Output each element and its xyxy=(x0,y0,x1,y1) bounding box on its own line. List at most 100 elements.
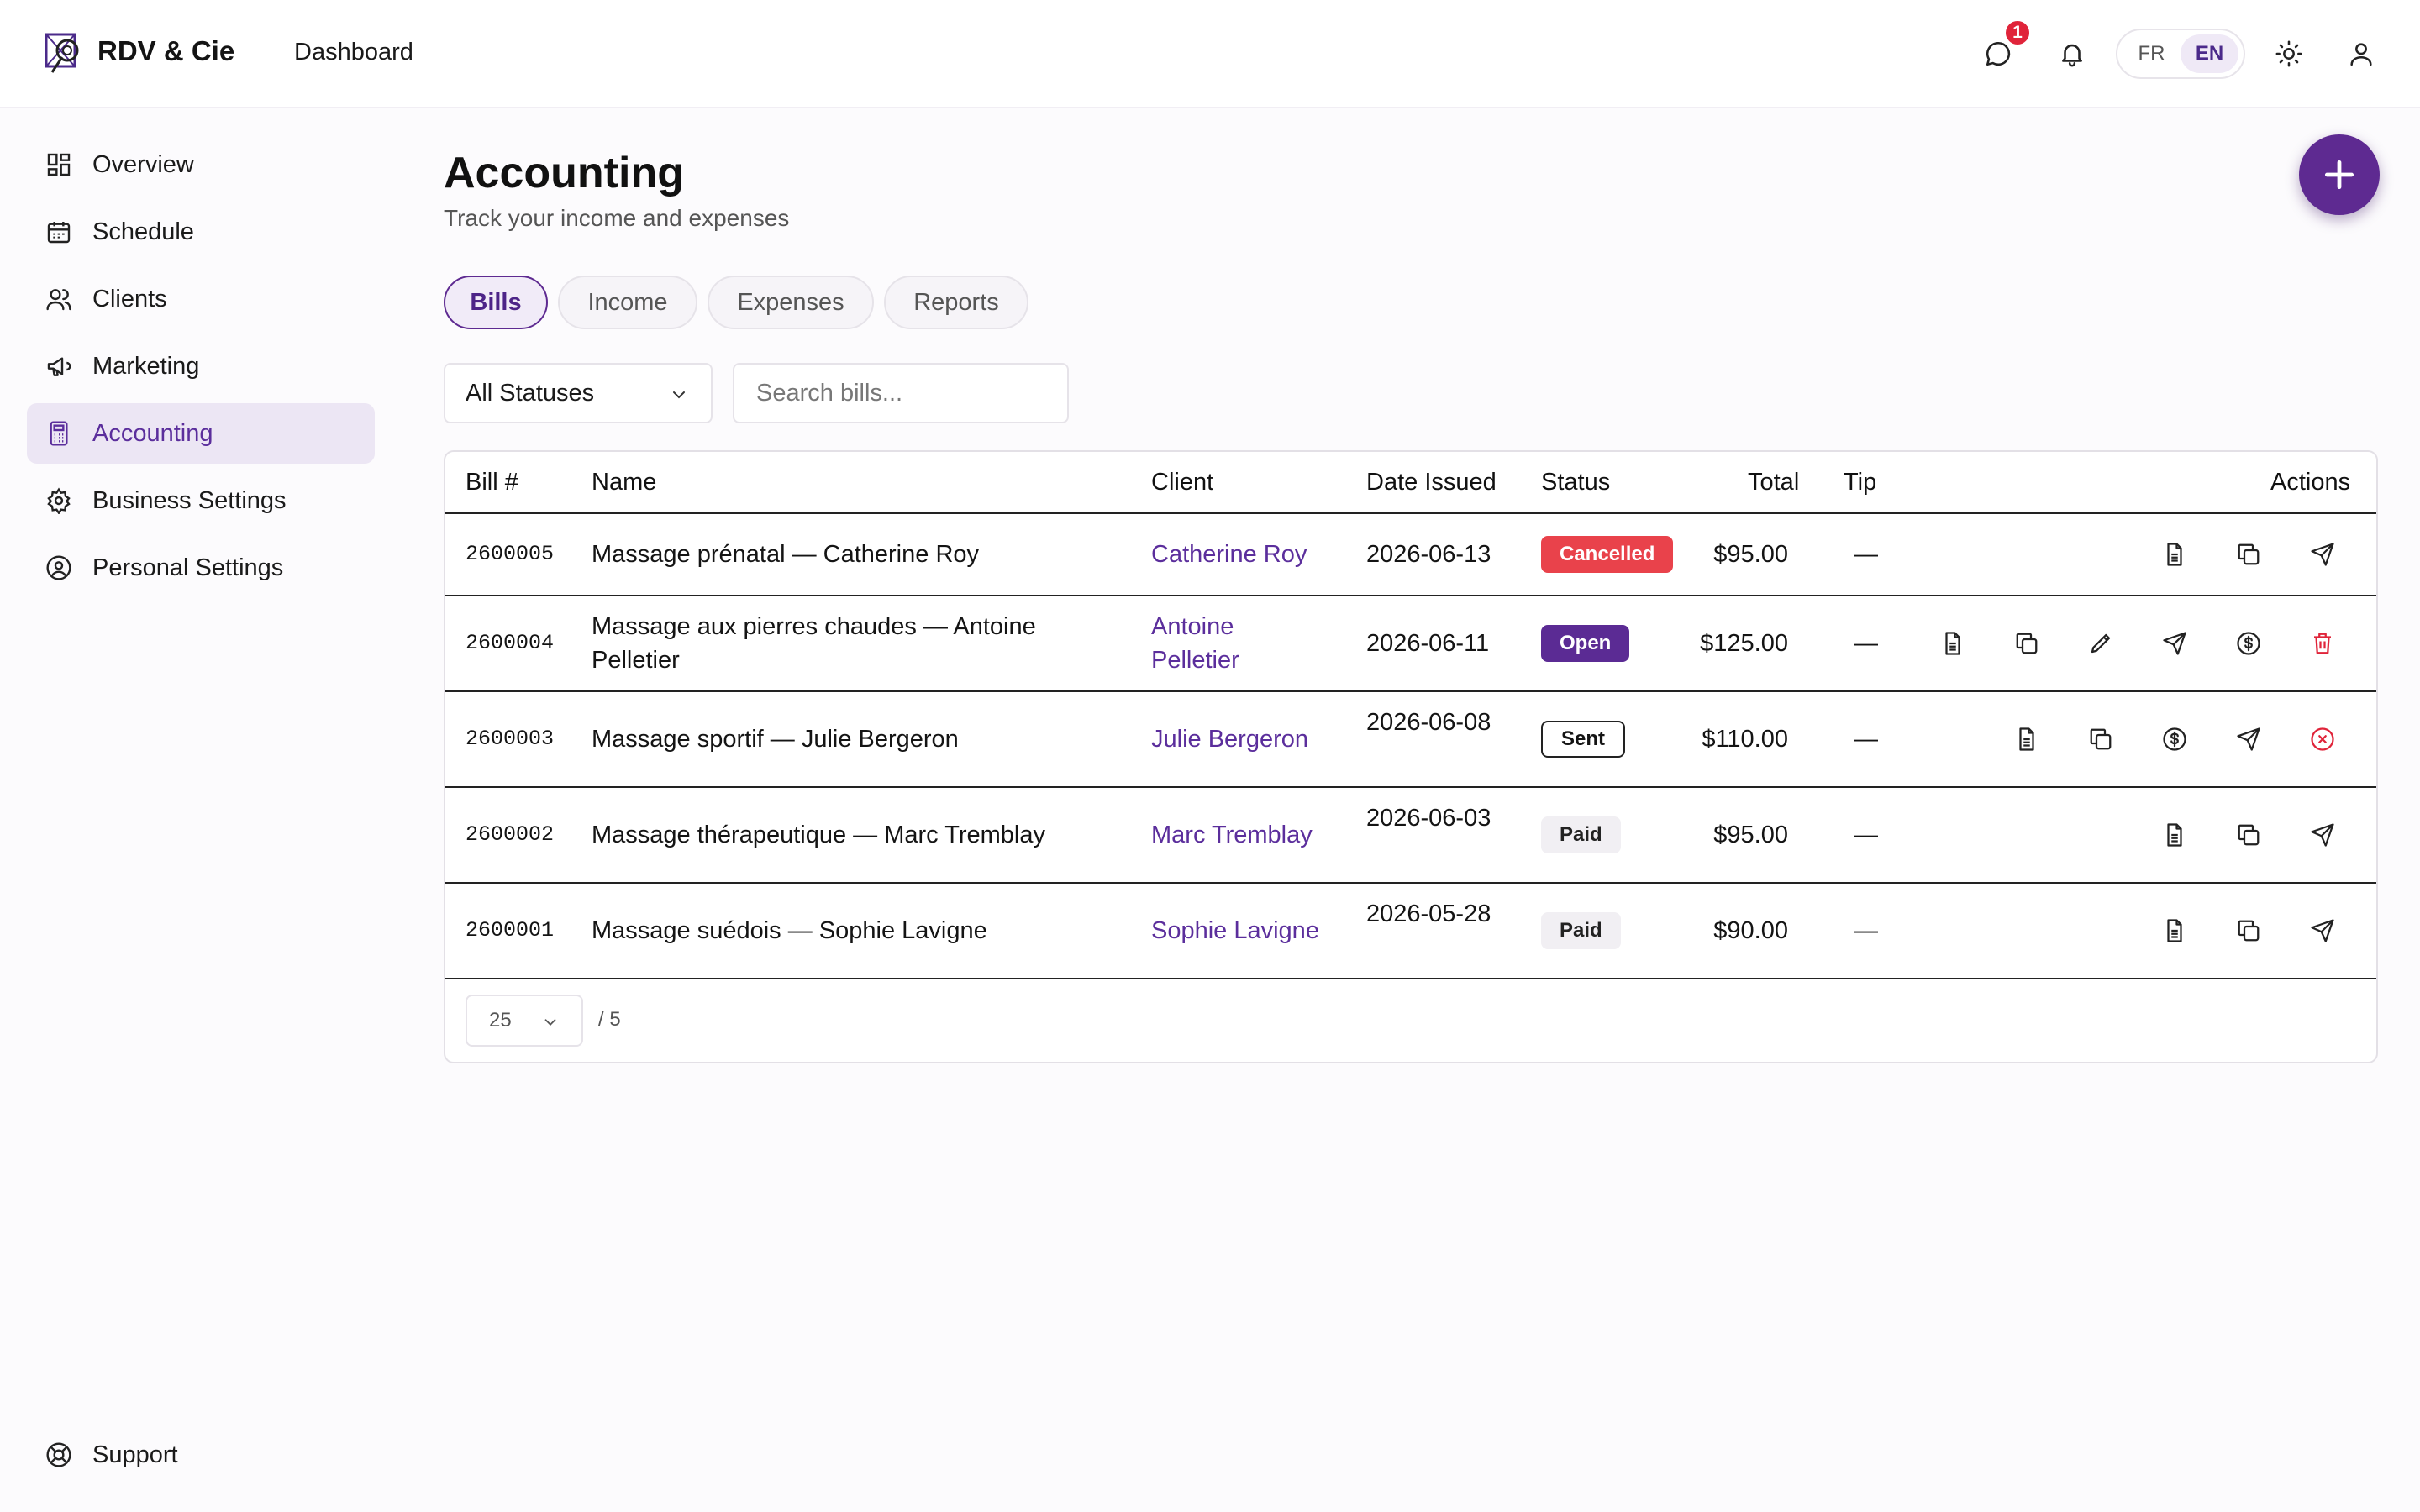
table-row[interactable]: 2600004 Massage aux pierres chaudes — An… xyxy=(445,596,2376,690)
duplicate-bill-button[interactable] xyxy=(2230,816,2267,853)
bill-total: $125.00 xyxy=(1700,630,1788,657)
bill-total: $95.00 xyxy=(1713,822,1788,848)
brand-logo-icon[interactable] xyxy=(44,32,84,76)
bill-number: 2600001 xyxy=(466,918,555,942)
gear-icon xyxy=(47,487,71,514)
lifebuoy-icon xyxy=(46,1442,71,1467)
sidebar-item-label: Marketing xyxy=(92,352,200,380)
bill-client-link[interactable]: Julie Bergeron xyxy=(1151,726,1308,753)
bill-name: Massage thérapeutique — Marc Tremblay xyxy=(592,822,1045,848)
megaphone-icon xyxy=(47,357,71,376)
page-size-select[interactable]: 25 xyxy=(466,995,583,1047)
bills-table: Bill # Name Client Date Issued Status To… xyxy=(444,450,2378,1063)
sidebar-item-marketing[interactable]: Marketing xyxy=(27,336,375,396)
header-page-label[interactable]: Dashboard xyxy=(294,39,413,66)
sidebar-item-label: Support xyxy=(92,1441,178,1468)
status-badge: Open xyxy=(1541,625,1630,662)
record-payment-button[interactable] xyxy=(2230,625,2267,662)
send-icon xyxy=(2237,727,2260,751)
bill-tip: — xyxy=(1854,917,1878,944)
view-bill-button[interactable] xyxy=(2156,536,2193,573)
profile-button[interactable] xyxy=(2339,32,2383,76)
sidebar-item-overview[interactable]: Overview xyxy=(27,134,375,195)
record-payment-button[interactable] xyxy=(2156,721,2193,758)
brand-name[interactable]: RDV & Cie xyxy=(97,35,235,66)
bill-client-link[interactable]: Catherine Roy xyxy=(1151,541,1307,568)
calendar-icon xyxy=(47,222,71,244)
bill-client-link[interactable]: Antoine Pelletier xyxy=(1151,613,1239,674)
lang-en-button[interactable]: EN xyxy=(2181,34,2238,73)
bill-date: 2026-06-03 xyxy=(1366,805,1491,832)
bill-tip: — xyxy=(1854,630,1878,657)
view-bill-button[interactable] xyxy=(1934,625,1971,662)
theme-toggle-button[interactable] xyxy=(2267,32,2311,76)
bill-name: Massage suédois — Sophie Lavigne xyxy=(592,917,987,944)
page-subtitle: Track your income and expenses xyxy=(444,205,790,231)
chevron-down-icon xyxy=(544,1019,556,1026)
duplicate-bill-button[interactable] xyxy=(2008,625,2045,662)
tab-reports[interactable]: Reports xyxy=(884,276,1028,329)
copy-icon xyxy=(2238,920,2260,942)
messages-button[interactable] xyxy=(1976,32,2020,76)
bill-date: 2026-06-13 xyxy=(1366,541,1491,568)
column-header-tip[interactable]: Tip xyxy=(1844,469,1877,496)
edit-bill-button[interactable] xyxy=(2082,625,2119,662)
duplicate-bill-button[interactable] xyxy=(2230,912,2267,949)
sidebar-item-label: Accounting xyxy=(92,419,213,447)
tab-expenses[interactable]: Expenses xyxy=(708,276,874,329)
cancel-bill-button[interactable] xyxy=(2304,721,2341,758)
chevron-down-icon xyxy=(673,391,685,399)
send-bill-button[interactable] xyxy=(2156,625,2193,662)
send-bill-button[interactable] xyxy=(2304,536,2341,573)
sidebar-item-schedule[interactable]: Schedule xyxy=(27,202,375,262)
bill-client-link[interactable]: Marc Tremblay xyxy=(1151,822,1313,848)
view-bill-button[interactable] xyxy=(2156,912,2193,949)
view-bill-button[interactable] xyxy=(2008,721,2045,758)
add-bill-button[interactable] xyxy=(2299,134,2380,215)
table-row[interactable]: 2600005 Massage prénatal — Catherine Roy… xyxy=(445,514,2376,595)
table-row[interactable]: 2600002 Massage thérapeutique — Marc Tre… xyxy=(445,788,2376,882)
sidebar-item-clients[interactable]: Clients xyxy=(27,269,375,329)
search-bills-input[interactable] xyxy=(733,363,1069,423)
duplicate-bill-button[interactable] xyxy=(2230,536,2267,573)
bill-number: 2600005 xyxy=(466,542,555,566)
sidebar-item-label: Schedule xyxy=(92,218,194,245)
row-divider xyxy=(445,595,2376,596)
sidebar-item-personal-settings[interactable]: Personal Settings xyxy=(27,538,375,598)
send-bill-button[interactable] xyxy=(2304,912,2341,949)
table-row[interactable]: 2600001 Massage suédois — Sophie Lavigne… xyxy=(445,884,2376,978)
status-filter-select[interactable]: All Statuses xyxy=(444,363,713,423)
column-header-name[interactable]: Name xyxy=(592,469,657,496)
lang-fr-button[interactable]: FR xyxy=(2138,42,2165,65)
status-badge: Sent xyxy=(1541,721,1626,758)
tab-income[interactable]: Income xyxy=(558,276,697,329)
page-size-value: 25 xyxy=(489,1009,512,1032)
column-header-status[interactable]: Status xyxy=(1541,469,1611,496)
language-switcher: FR EN xyxy=(2116,29,2245,79)
sidebar-item-business-settings[interactable]: Business Settings xyxy=(27,470,375,531)
sidebar-item-accounting[interactable]: Accounting xyxy=(27,403,375,464)
delete-bill-button[interactable] xyxy=(2304,625,2341,662)
bill-name: Massage prénatal — Catherine Roy xyxy=(592,541,980,568)
sidebar-item-support[interactable]: Support xyxy=(27,1425,375,1485)
bill-client-link[interactable]: Sophie Lavigne xyxy=(1151,917,1319,944)
document-icon xyxy=(1945,632,1960,655)
column-header-bill[interactable]: Bill # xyxy=(466,469,518,496)
tab-bills[interactable]: Bills xyxy=(444,276,548,329)
send-bill-button[interactable] xyxy=(2230,721,2267,758)
copy-icon xyxy=(2238,543,2260,565)
column-header-date[interactable]: Date Issued xyxy=(1366,469,1497,496)
column-header-total[interactable]: Total xyxy=(1748,469,1800,496)
bill-tip: — xyxy=(1854,541,1878,568)
status-badge: Paid xyxy=(1541,912,1621,949)
column-header-client[interactable]: Client xyxy=(1151,469,1214,496)
sidebar-item-label: Business Settings xyxy=(92,486,287,514)
send-icon xyxy=(2311,543,2334,566)
duplicate-bill-button[interactable] xyxy=(2082,721,2119,758)
notifications-button[interactable] xyxy=(2050,32,2094,76)
send-bill-button[interactable] xyxy=(2304,816,2341,853)
view-bill-button[interactable] xyxy=(2156,816,2193,853)
row-divider xyxy=(445,786,2376,788)
table-row[interactable]: 2600003 Massage sportif — Julie Bergeron… xyxy=(445,692,2376,786)
bill-total: $90.00 xyxy=(1713,917,1788,944)
